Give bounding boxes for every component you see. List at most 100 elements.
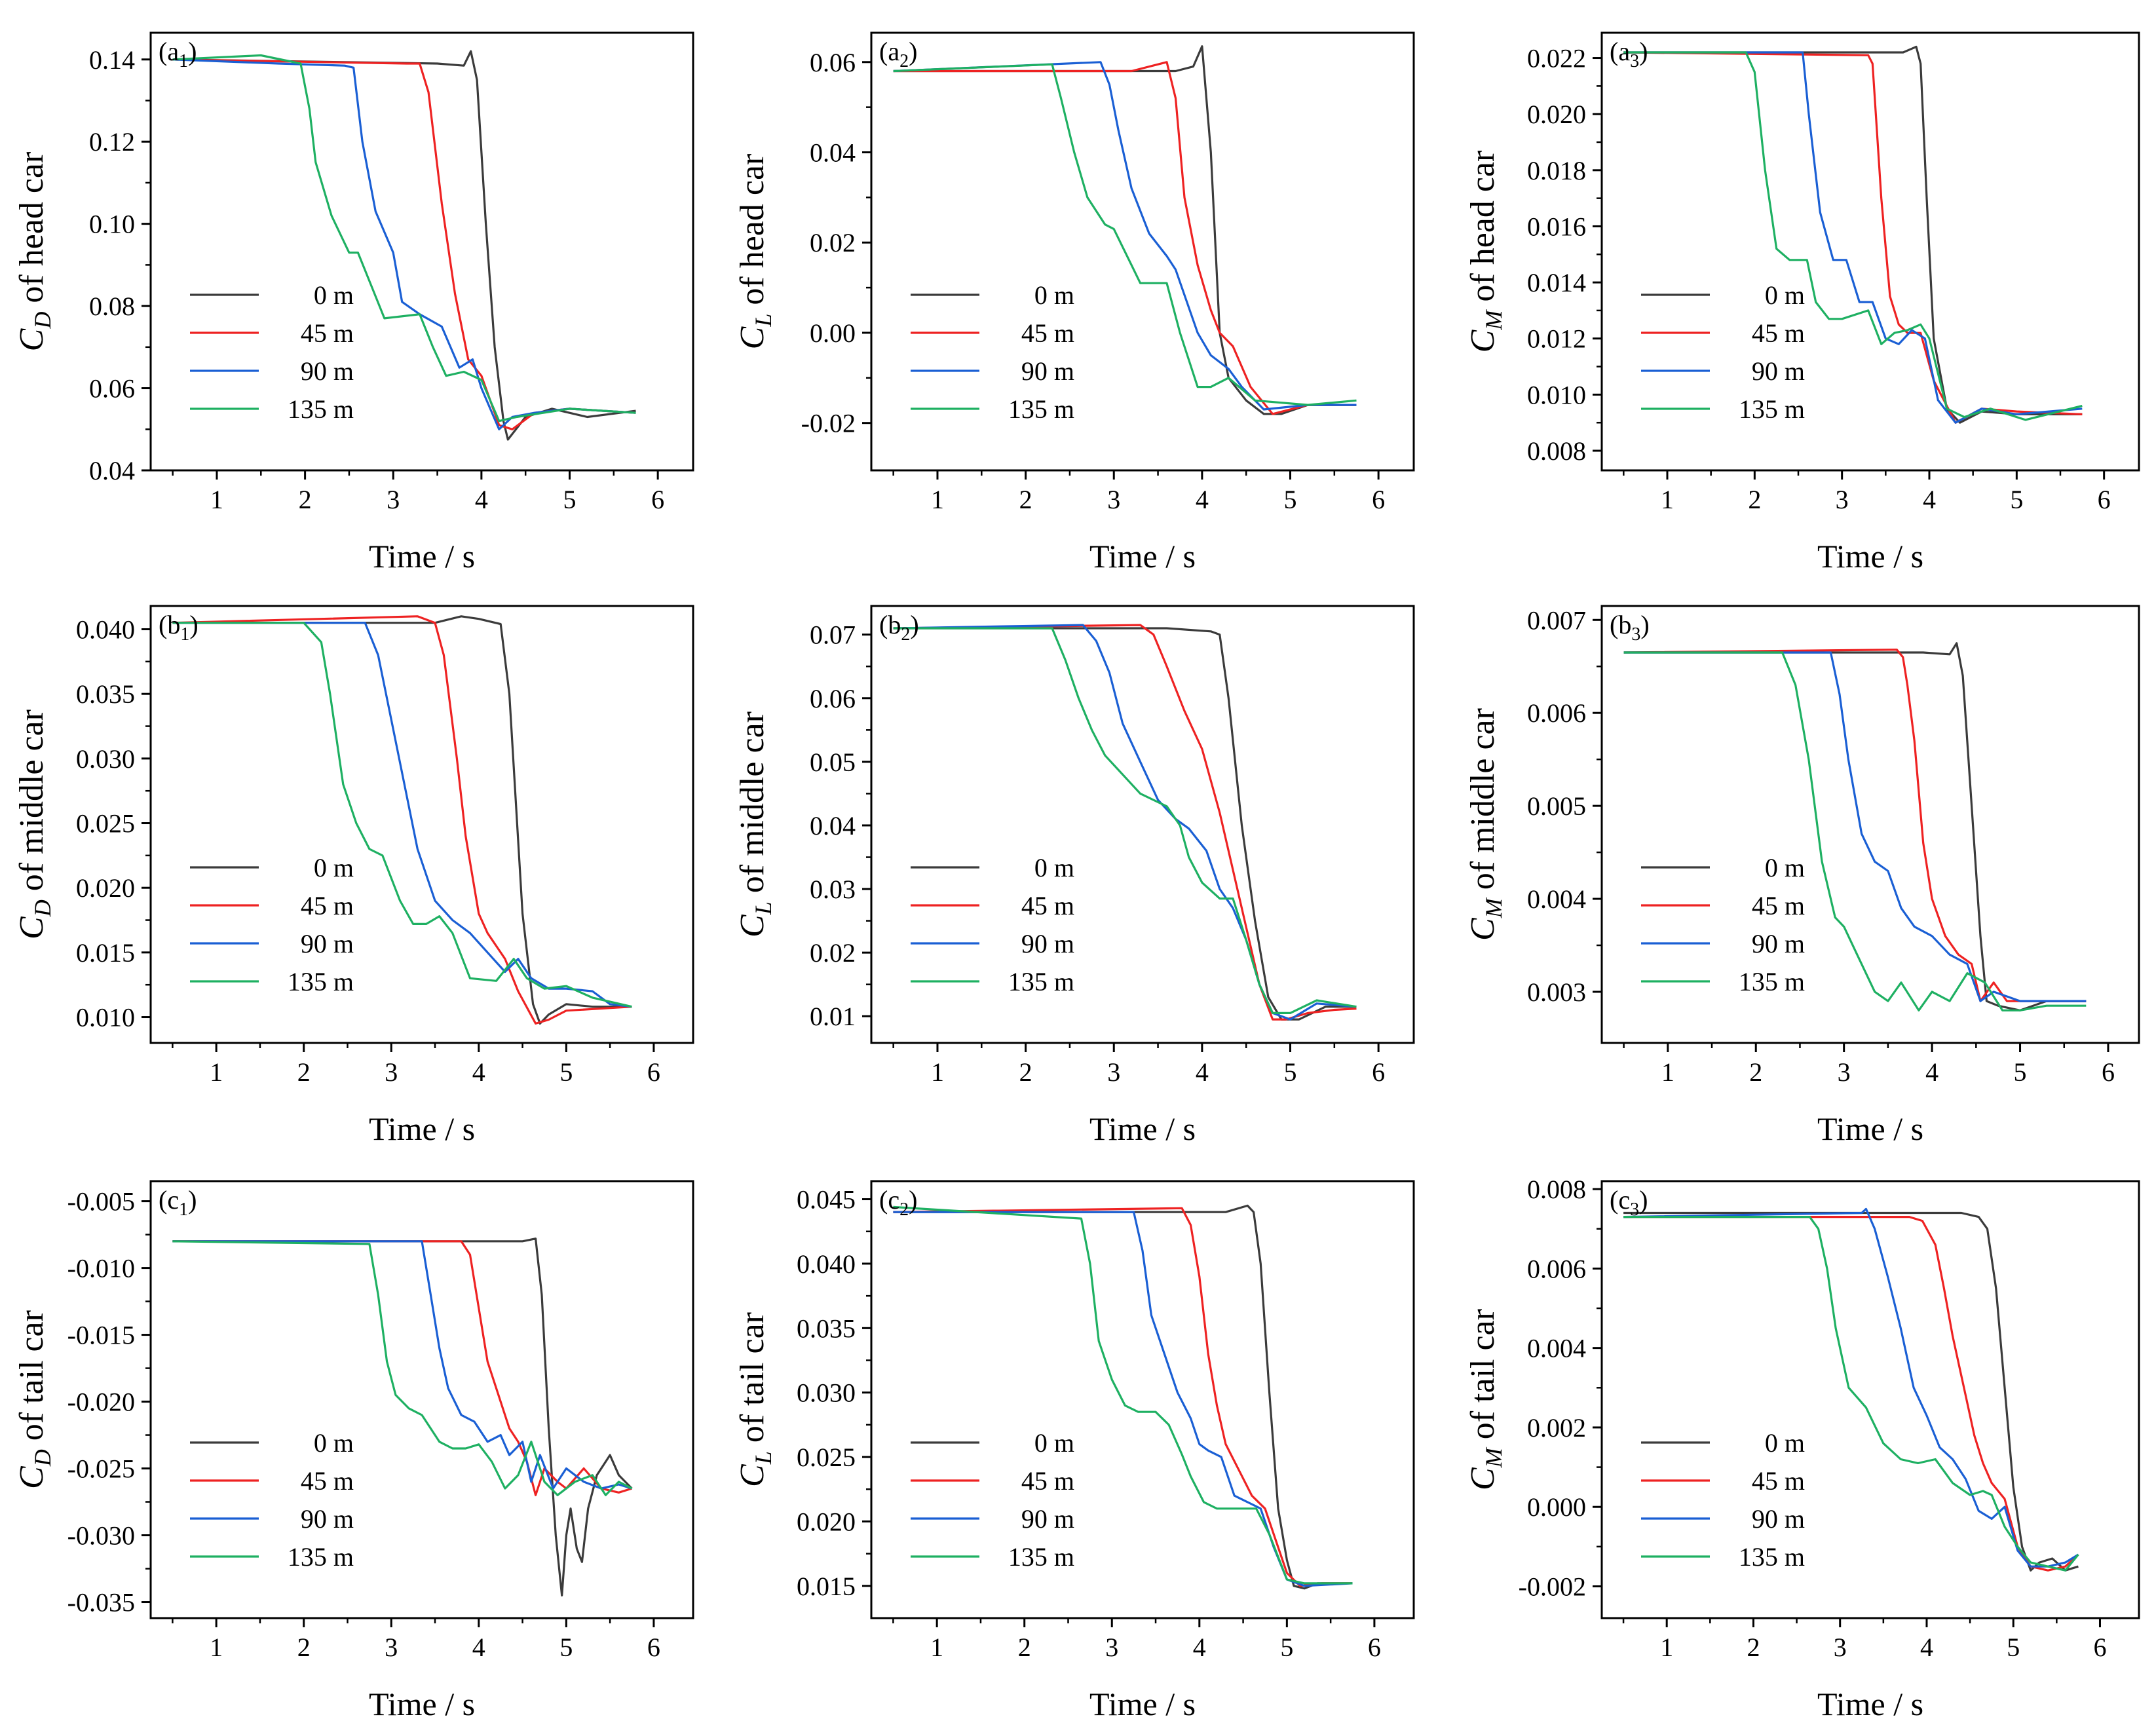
x-tick-label: 4 xyxy=(1193,1633,1206,1662)
y-label-subscript: M xyxy=(1481,309,1507,331)
x-tick-label: 6 xyxy=(647,1057,660,1087)
series-line-90m xyxy=(893,61,1357,411)
x-tick-label: 6 xyxy=(2102,1057,2115,1087)
x-axis-label: Time / s xyxy=(1817,538,1923,575)
y-axis-label: CD of middle car xyxy=(13,709,56,939)
x-tick-label: 1 xyxy=(210,1633,223,1662)
panel-label-open: (a xyxy=(1610,37,1630,66)
legend-label: 0 m xyxy=(314,280,354,310)
x-tick-label: 6 xyxy=(651,485,664,514)
y-tick-label: 0.04 xyxy=(810,138,856,167)
series-line-0m xyxy=(172,615,632,1025)
panel-label-open: (b xyxy=(159,610,180,639)
y-tick-label: 0.01 xyxy=(810,1002,856,1031)
series-line-135m xyxy=(893,627,1357,1015)
legend-label: 0 m xyxy=(1034,280,1074,310)
legend-label: 135 m xyxy=(288,1542,354,1572)
x-tick-label: 2 xyxy=(1019,485,1032,514)
panel-b1: 1 2 3 4 5 6 0.010 0.015 0.020 0.025 0.030 0.035 0.04… xyxy=(13,605,694,1147)
panel-label-close: ) xyxy=(188,1185,197,1215)
y-tick-label: -0.005 xyxy=(67,1187,135,1217)
panel-label: (b1) xyxy=(159,610,199,645)
legend-label: 90 m xyxy=(1021,1504,1074,1534)
plot-frame xyxy=(870,31,1415,472)
y-tick-label: 0.12 xyxy=(89,127,135,157)
y-tick-label: 0.015 xyxy=(797,1572,856,1601)
x-tick-label: 6 xyxy=(2093,1633,2106,1662)
panel-label-sub: 2 xyxy=(899,51,909,71)
y-axis-label: CM of head car xyxy=(1464,151,1507,353)
legend-label: 45 m xyxy=(1021,1466,1074,1496)
x-tick-label: 6 xyxy=(1372,1057,1385,1087)
legend-label: 135 m xyxy=(1008,394,1074,424)
x-tick-label: 5 xyxy=(563,485,577,514)
panel-label: (a3) xyxy=(1610,37,1648,71)
x-tick-label: 2 xyxy=(297,1057,311,1087)
y-label-symbol: C xyxy=(13,328,50,351)
panel-label-open: (c xyxy=(879,1185,899,1215)
y-label-subscript: L xyxy=(750,314,776,328)
y-label-symbol: C xyxy=(13,1465,50,1489)
legend-label: 45 m xyxy=(1021,891,1074,920)
y-tick-label: 0.008 xyxy=(1527,1175,1586,1204)
y-tick-label: 0.05 xyxy=(810,747,856,777)
panel-label-close: ) xyxy=(188,37,197,66)
y-tick-label: 0.030 xyxy=(76,744,135,774)
x-tick-label: 4 xyxy=(1920,1633,1933,1662)
y-tick-label: -0.002 xyxy=(1519,1572,1586,1601)
x-tick-label: 5 xyxy=(2007,1633,2020,1662)
y-axis-label: CL of tail car xyxy=(734,1312,776,1487)
panel-c2: 1 2 3 4 5 6 0.015 0.020 0.025 0.030 0.035 0.040 0.04… xyxy=(734,1180,1415,1719)
series-line-0m xyxy=(893,45,1357,415)
x-tick-label: 4 xyxy=(472,1633,485,1662)
legend-label: 135 m xyxy=(1739,1542,1805,1572)
legend-label: 90 m xyxy=(1021,356,1074,386)
series-line-0m xyxy=(1623,642,2087,1011)
legend-label: 135 m xyxy=(1739,967,1805,996)
panel-c1: 1 2 3 4 5 6 -0.035 -0.030 -0.025 -0.020 -0.015 -0.0… xyxy=(13,1180,694,1719)
x-tick-label: 1 xyxy=(1661,1057,1674,1087)
plot-frame xyxy=(870,1180,1415,1619)
panel-label-sub: 2 xyxy=(901,624,910,645)
legend-label: 0 m xyxy=(314,853,354,882)
legend-label: 90 m xyxy=(301,1504,354,1534)
plot-frame xyxy=(1600,1180,2140,1619)
x-tick-label: 3 xyxy=(1107,485,1120,514)
x-tick-label: 3 xyxy=(1838,1057,1851,1087)
panel-label: (c1) xyxy=(159,1185,197,1220)
panel-label: (b3) xyxy=(1610,610,1650,645)
panel-b2: 1 2 3 4 5 6 0.01 0.02 0.03 0.04 0.05 0.06 0.07 Time /… xyxy=(734,605,1415,1147)
y-label-symbol: C xyxy=(1464,1467,1502,1490)
panel-label-open: (c xyxy=(159,1185,179,1215)
legend-label: 90 m xyxy=(1752,356,1805,386)
legend-label: 135 m xyxy=(1008,1542,1074,1572)
panel-b3: 1 2 3 4 5 6 0.003 0.004 0.005 0.006 0.007 Time / s C… xyxy=(1464,605,2140,1147)
x-tick-label: 6 xyxy=(2098,485,2111,514)
x-tick-label: 1 xyxy=(1660,1633,1673,1662)
series-line-90m xyxy=(1623,1207,2079,1568)
x-tick-label: 5 xyxy=(2014,1057,2027,1087)
y-label-text: of tail car xyxy=(1464,1309,1502,1448)
legend-label: 135 m xyxy=(288,967,354,996)
legend-label: 45 m xyxy=(301,1466,354,1496)
y-tick-label: 0.022 xyxy=(1527,44,1586,73)
panel-label: (a1) xyxy=(159,37,197,71)
series-line-45m xyxy=(1623,1215,2079,1572)
panel-label: (a2) xyxy=(879,37,917,71)
y-label-symbol: C xyxy=(734,1464,771,1487)
series-line-135m xyxy=(893,63,1357,406)
series-line-135m xyxy=(893,1205,1353,1585)
plot-frame xyxy=(149,31,694,472)
x-tick-label: 1 xyxy=(930,1633,943,1662)
panel-label-close: ) xyxy=(1639,1185,1648,1215)
panel-a3: 1 2 3 4 5 6 0.008 0.010 0.012 0.014 0.016 0.018 0.02… xyxy=(1464,31,2140,575)
x-tick-label: 3 xyxy=(385,1057,398,1087)
x-tick-label: 3 xyxy=(1834,1633,1847,1662)
series-line-0m xyxy=(172,50,636,441)
y-tick-label: 0.012 xyxy=(1527,324,1586,354)
panel-label-close: ) xyxy=(909,37,917,66)
legend-label: 45 m xyxy=(301,318,354,348)
y-label-text: of tail car xyxy=(13,1310,50,1449)
legend-label: 0 m xyxy=(1765,280,1805,310)
